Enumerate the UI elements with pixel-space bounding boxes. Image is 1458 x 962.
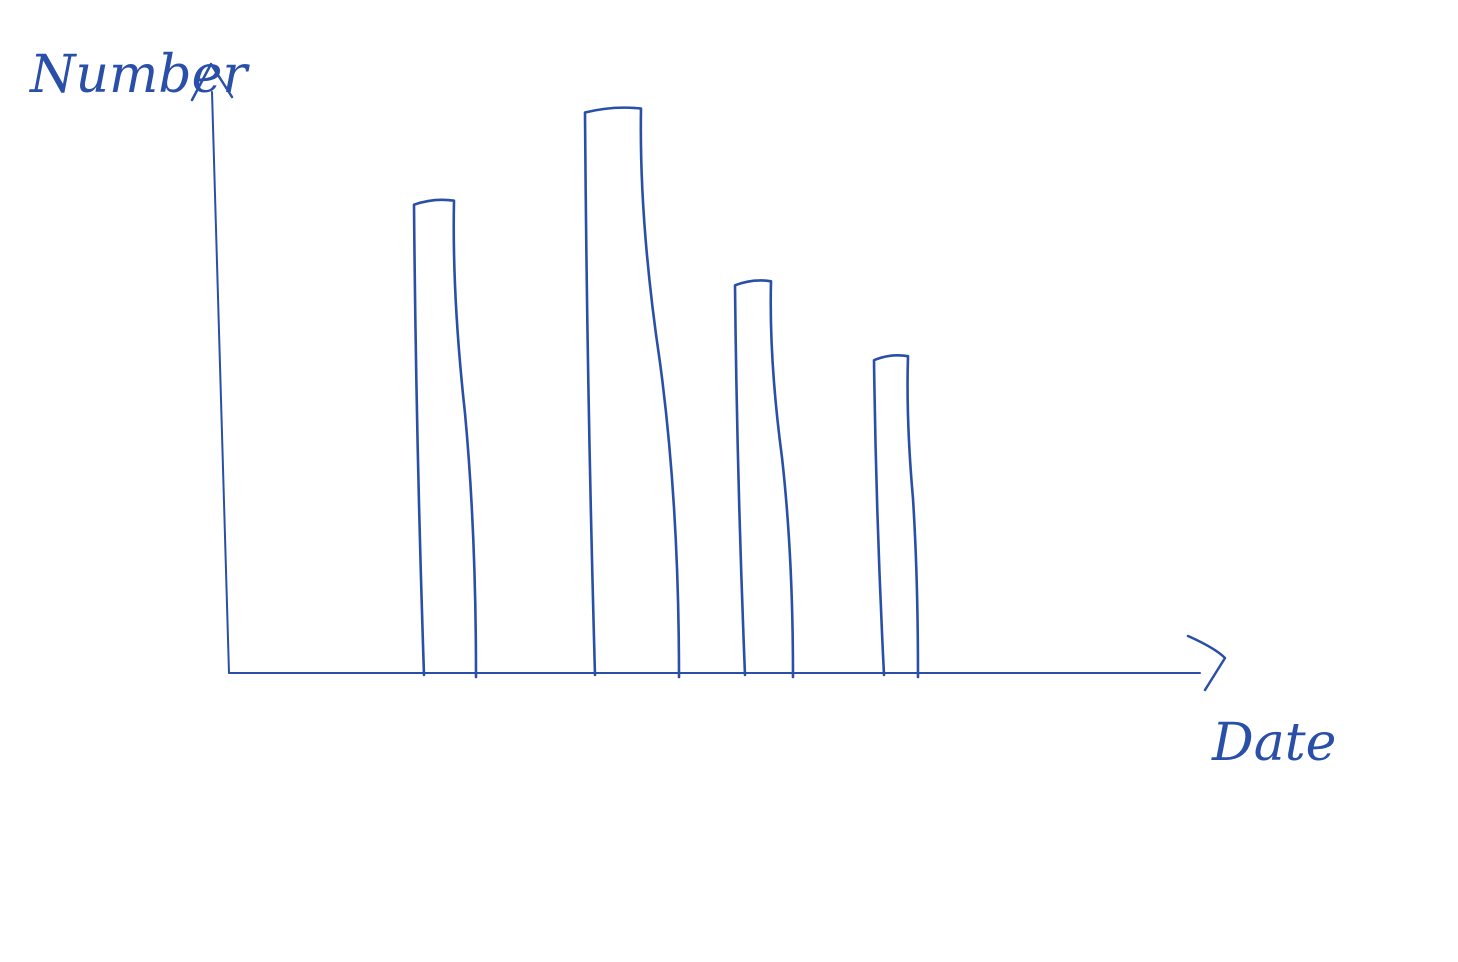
y-axis-arrowhead <box>190 62 234 102</box>
y-axis-label: Number <box>28 45 250 105</box>
bar-2 <box>583 106 681 679</box>
y-axis-line <box>211 91 230 674</box>
bar-4 <box>872 354 920 679</box>
x-axis-arrowhead <box>1186 634 1227 692</box>
x-axis-label: Date <box>1211 713 1336 773</box>
x-axis: Date <box>228 634 1336 773</box>
bar-3 <box>733 279 795 679</box>
bars <box>412 106 920 679</box>
bar-1 <box>412 198 478 679</box>
y-axis: Number <box>28 45 250 674</box>
